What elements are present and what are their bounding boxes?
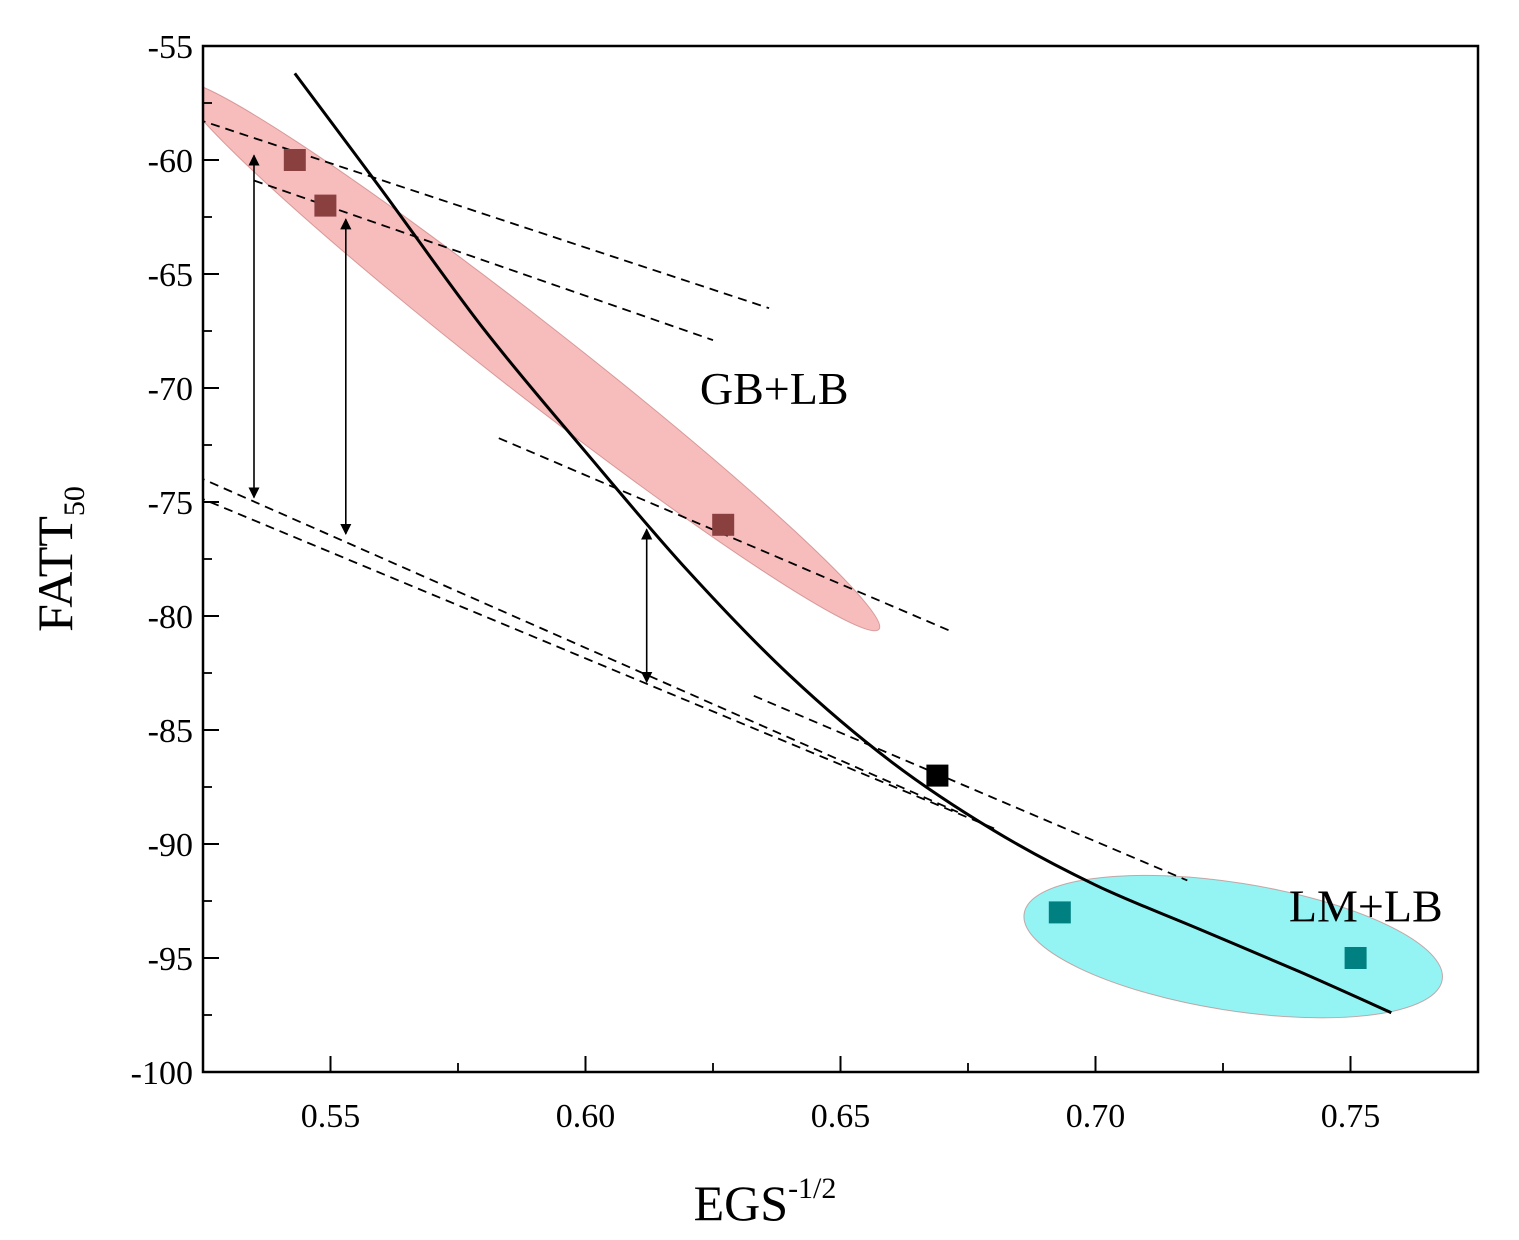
data-point-mixed-1 — [926, 764, 949, 787]
data-point-lm-lb-2 — [1344, 947, 1367, 969]
y-tick-label-5: -80 — [148, 599, 193, 636]
y-tick-label-7: -70 — [148, 371, 193, 408]
regions-layer — [203, 80, 1443, 1019]
dashed-line-5 — [203, 498, 999, 832]
y-tick-label-9: -60 — [148, 143, 193, 180]
dashed-line-4 — [203, 478, 959, 813]
ticks-layer: 0.55 0.60 0.65 0.70 0.75 -100 -95 -90 -85 -80 -75 -… — [131, 29, 1479, 1135]
annotations-layer: GB+LB LM+LB — [700, 363, 1443, 932]
x-tick-label-1: 0.55 — [301, 1098, 361, 1135]
y-tick-label-6: -75 — [148, 485, 193, 522]
x-tick-label-5: 0.75 — [1321, 1098, 1381, 1135]
lines-layer — [203, 72, 1392, 1015]
data-point-gb-lb-2 — [314, 194, 337, 217]
dashed-line-1 — [203, 120, 770, 310]
y-tick-label-4: -85 — [148, 713, 193, 750]
y-axis-title: FATT50 — [27, 486, 91, 632]
region-ellipse-2 — [1023, 874, 1443, 1019]
data-point-gb-lb-3 — [712, 513, 735, 536]
y-tick-label-2: -95 — [148, 941, 193, 978]
y-tick-label-10: -55 — [148, 29, 193, 66]
x-tick-label-2: 0.60 — [556, 1098, 616, 1135]
data-point-gb-lb-1 — [283, 149, 306, 171]
dashed-line-6 — [753, 694, 1188, 882]
region-label-lm-lb: LM+LB — [1289, 881, 1443, 932]
x-tick-label-3: 0.65 — [811, 1098, 871, 1135]
x-axis-title: EGS-1/2 — [694, 1172, 837, 1231]
arrows-layer — [248, 154, 653, 684]
y-tick-label-3: -90 — [148, 827, 193, 864]
x-tick-label-4: 0.70 — [1066, 1098, 1126, 1135]
y-tick-label-1: -100 — [131, 1055, 193, 1092]
data-point-lm-lb-1 — [1048, 901, 1071, 924]
points-layer — [283, 149, 1367, 969]
region-ellipse-1 — [203, 80, 881, 632]
region-label-gb-lb: GB+LB — [700, 363, 849, 414]
fit-curve — [293, 72, 1392, 1015]
y-tick-label-8: -65 — [148, 257, 193, 294]
